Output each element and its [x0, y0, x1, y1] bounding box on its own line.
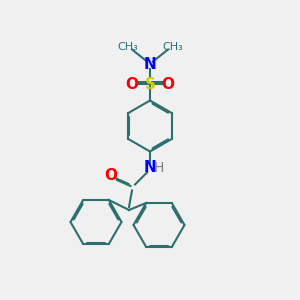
Text: H: H: [154, 161, 164, 175]
Text: O: O: [161, 76, 175, 92]
Text: N: N: [144, 57, 156, 72]
Text: CH₃: CH₃: [117, 41, 138, 52]
Text: O: O: [104, 168, 118, 183]
Text: S: S: [145, 76, 155, 92]
Text: O: O: [125, 76, 139, 92]
Text: CH₃: CH₃: [162, 41, 183, 52]
Text: N: N: [144, 160, 156, 175]
